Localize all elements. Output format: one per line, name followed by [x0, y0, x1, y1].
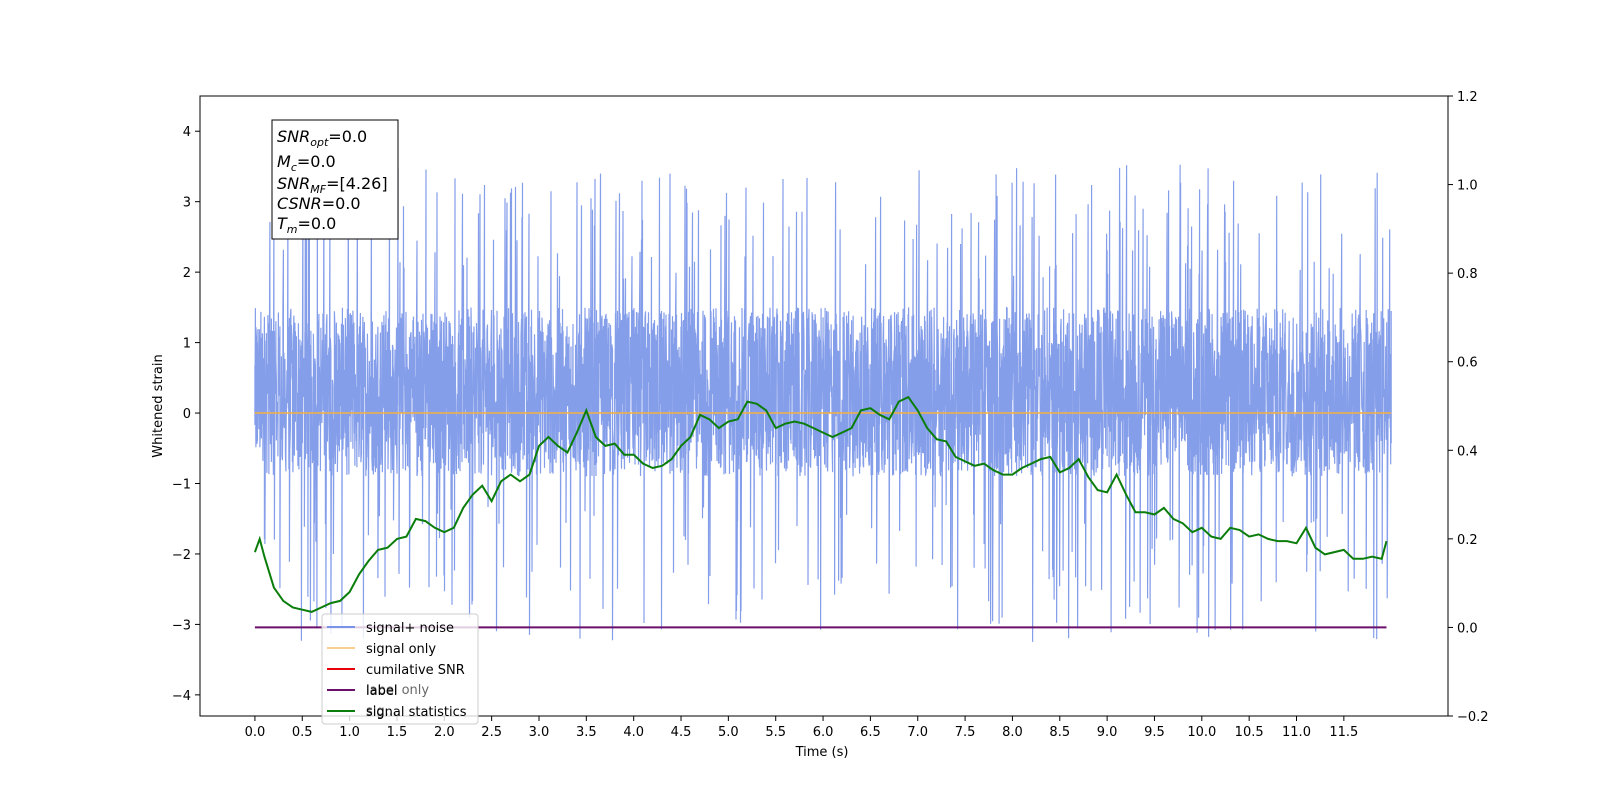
x-tick-label: 8.0: [1002, 725, 1023, 740]
series-signal-noise: [254, 164, 1392, 642]
legend-label-cumulative-snr: cumilative SNR: [366, 663, 465, 678]
x-tick-label: 1.0: [339, 725, 360, 740]
y-tick-label: −3: [172, 618, 191, 633]
y-tick-label: 3: [183, 196, 191, 211]
x-tick-label: 7.0: [907, 725, 928, 740]
x-tick-label: 0.5: [292, 725, 313, 740]
y-tick-label: −2: [172, 548, 191, 563]
annotation-box: SNRopt=0.0 Mc=0.0 SNRMF=[4.26] CSNR=0.0 …: [271, 119, 399, 240]
y-tick-label: 2: [183, 266, 191, 281]
x-tick-label: 4.5: [671, 725, 692, 740]
x-tick-label: 7.5: [955, 725, 976, 740]
x-axis-label: Time (s): [795, 745, 849, 760]
annotation-frame: [271, 119, 399, 240]
y-axis-right: −0.2 0.0 0.2 0.4 0.6 0.8 1.0 1.2: [1448, 90, 1489, 725]
legend-label-label: label: [366, 684, 397, 699]
y2-tick-label: 0.4: [1457, 444, 1478, 459]
x-tick-label: 11.5: [1329, 725, 1358, 740]
x-tick-label: 3.5: [576, 725, 597, 740]
noise-series: [254, 164, 1392, 642]
annotation-line-tm: Tm=0.0: [277, 214, 336, 236]
y-tick-label: 4: [183, 125, 191, 140]
x-tick-label: 11.0: [1282, 725, 1311, 740]
x-tick-label: 9.5: [1144, 725, 1165, 740]
annotation-line-mc: Mc=0.0: [277, 152, 336, 174]
x-tick-label: 5.5: [765, 725, 786, 740]
y-tick-label: −4: [172, 689, 191, 704]
legend-overlapped-text-2: sig...: [366, 704, 397, 719]
x-tick-label: 10.0: [1187, 725, 1216, 740]
x-tick-label: 6.5: [860, 725, 881, 740]
x-tick-label: 5.0: [718, 725, 739, 740]
annotation-line-snr-mf: SNRMF=[4.26]: [277, 174, 388, 196]
legend-label-signal-noise: signal+ noise: [366, 621, 454, 636]
x-tick-label: 2.0: [434, 725, 455, 740]
annotation-line-csnr: CSNR=0.0: [277, 194, 361, 213]
legend: label only sig... signal+ noise signal o…: [321, 613, 479, 725]
y-axis-left: −4 −3 −2 −1 0 1 2 3 4: [172, 125, 200, 704]
y2-tick-label: 0.2: [1457, 533, 1478, 548]
x-tick-label: 3.0: [529, 725, 550, 740]
y2-tick-label: 1.0: [1457, 179, 1478, 194]
legend-frame: [321, 613, 479, 725]
x-tick-label: 1.5: [387, 725, 408, 740]
plot-frame: [199, 95, 1449, 717]
legend-overlapped-text: label only: [366, 683, 429, 698]
x-tick-label: 4.0: [623, 725, 644, 740]
x-tick-label: 0.0: [245, 725, 266, 740]
y2-tick-label: 0.8: [1457, 267, 1478, 282]
series-signal-statistics: [253, 395, 1388, 613]
x-tick-label: 6.0: [813, 725, 834, 740]
y2-tick-label: −0.2: [1457, 710, 1489, 725]
y2-tick-label: 1.2: [1457, 90, 1478, 105]
y-tick-label: 0: [183, 407, 191, 422]
annotation-line-snr-opt: SNRopt=0.0: [277, 127, 367, 149]
x-tick-label: 2.5: [481, 725, 502, 740]
y-tick-label: −1: [172, 478, 191, 493]
y2-tick-label: 0.6: [1457, 356, 1478, 371]
x-tick-label: 9.0: [1097, 725, 1118, 740]
x-tick-label: 8.5: [1049, 725, 1070, 740]
y-tick-label: 1: [183, 337, 191, 352]
legend-label-signal-only: signal only: [366, 642, 436, 657]
x-tick-label: 10.5: [1235, 725, 1264, 740]
y2-tick-label: 0.0: [1457, 621, 1478, 636]
x-axis: 0.0 0.5 1.0 1.5 2.0 2.5 3.0 3.5 4.0 4.5 5.0 5.5 6.0 6…: [245, 716, 1358, 740]
legend-label-signal-statistics: signal statistics: [366, 705, 467, 720]
y-axis-label: Whitened strain: [151, 354, 166, 457]
